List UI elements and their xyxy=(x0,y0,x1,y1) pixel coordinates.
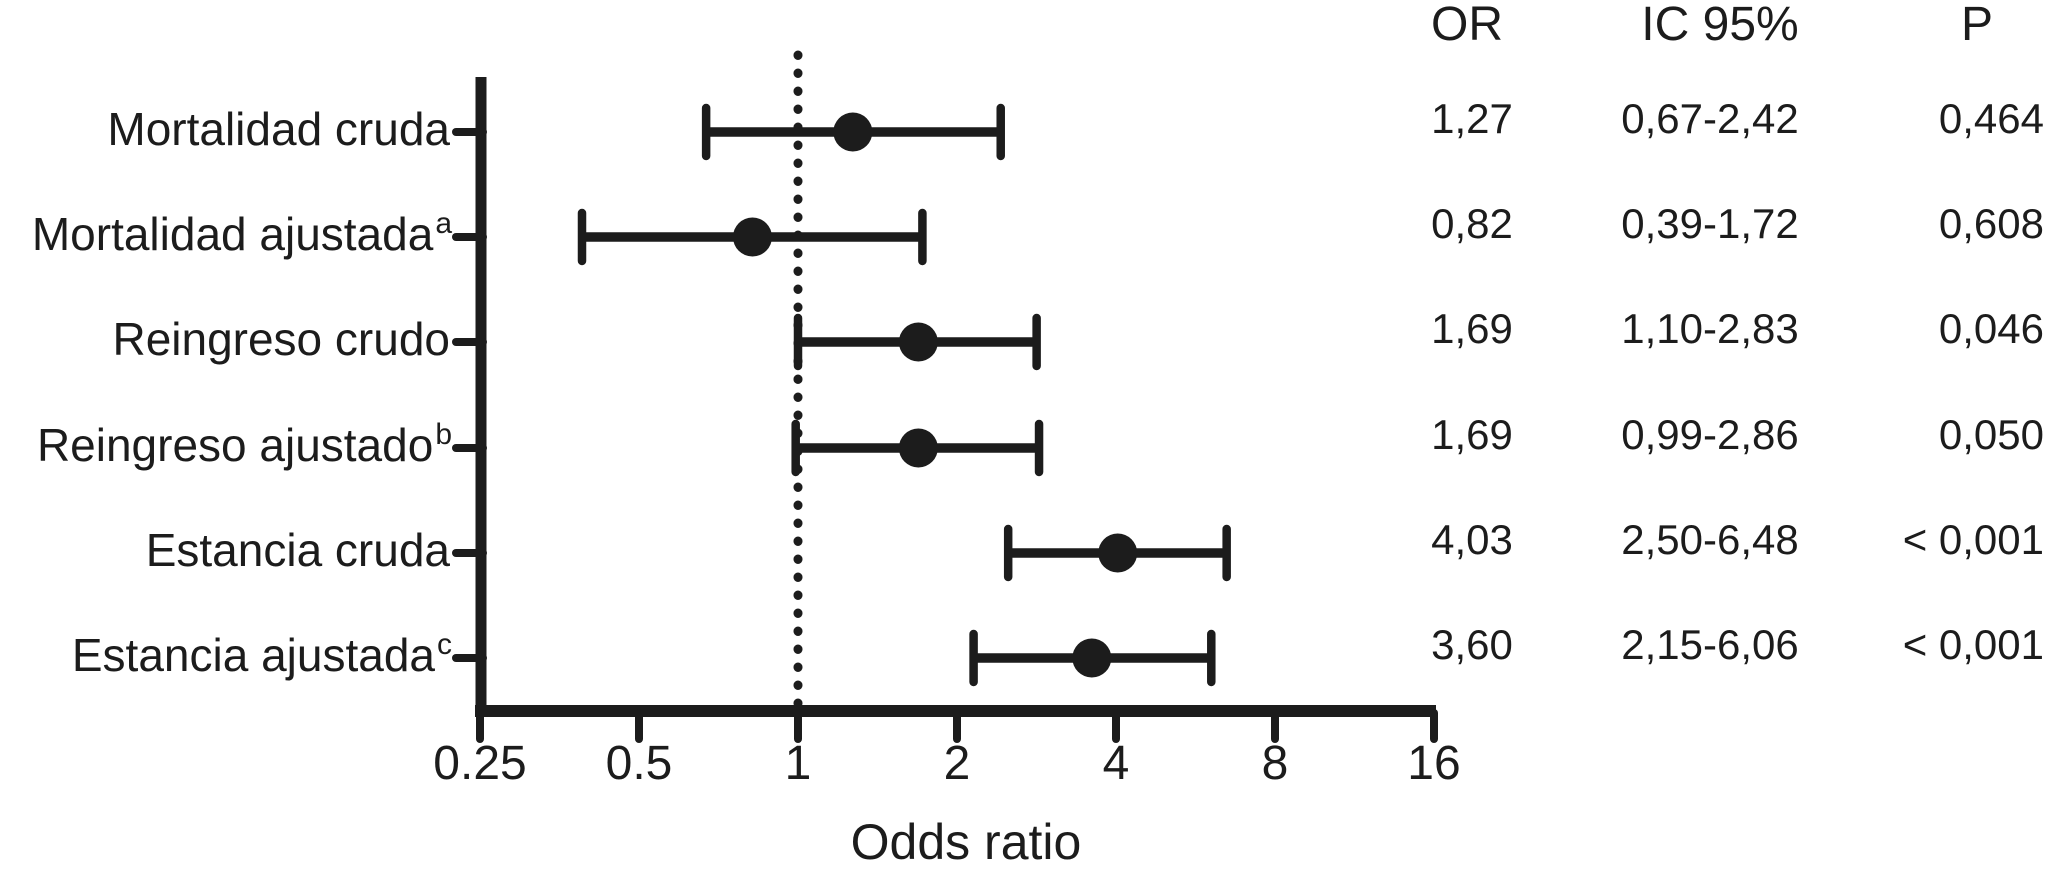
row-label-text: Mortalidad ajustada xyxy=(31,208,434,260)
column-header-or: OR xyxy=(1431,0,1503,51)
or-marker xyxy=(1098,533,1138,573)
or-marker xyxy=(1072,638,1112,678)
row-label-text: Reingreso crudo xyxy=(112,313,450,365)
forest-row xyxy=(793,313,1041,371)
table-cell-or: 4,03 xyxy=(1431,516,1513,563)
column-header-p: P xyxy=(1960,0,1993,51)
row-label: Estancia ajustadac xyxy=(71,628,452,686)
table-cell-p: 0,464 xyxy=(1938,95,2044,142)
row-label-text: Reingreso ajustado xyxy=(36,419,434,471)
table-cell-p: < 0,001 xyxy=(1902,621,2044,668)
row-label-superscript: c xyxy=(437,628,452,661)
row-label: Mortalidad cruda xyxy=(107,105,452,160)
table-cell-ic95: 0,39-1,72 xyxy=(1621,200,1799,247)
or-marker xyxy=(732,217,772,257)
column-header-ic95: IC 95% xyxy=(1641,0,1799,51)
x-axis-tick-label: 16 xyxy=(1407,737,1461,790)
table-cell-ic95: 0,67-2,42 xyxy=(1621,95,1799,142)
table-cell-or: 1,69 xyxy=(1431,411,1513,458)
x-axis-title: Odds ratio xyxy=(850,814,1082,870)
table-cell-or: 1,69 xyxy=(1431,305,1513,352)
x-axis-tick-label: 0.5 xyxy=(605,737,673,790)
row-label: Estancia cruda xyxy=(146,526,452,581)
table-cell-p: < 0,001 xyxy=(1902,516,2044,563)
forest-row xyxy=(701,103,1005,161)
forest-row xyxy=(577,208,927,266)
row-label-superscript: b xyxy=(435,418,452,451)
row-label-text: Estancia ajustada xyxy=(71,629,435,681)
table-cell-ic95: 2,15-6,06 xyxy=(1621,621,1799,668)
row-label: Reingreso crudo xyxy=(112,315,452,370)
or-marker xyxy=(898,322,938,362)
table-cell-ic95: 0,99-2,86 xyxy=(1621,411,1799,458)
table-cell-p: 0,608 xyxy=(1938,200,2044,247)
forest-row xyxy=(791,419,1044,477)
row-label-superscript: a xyxy=(435,207,452,240)
row-label-text: Estancia cruda xyxy=(145,524,450,576)
forest-row xyxy=(1003,524,1231,582)
row-label-text: Mortalidad cruda xyxy=(107,103,450,155)
x-axis-tick-label: 0.25 xyxy=(433,737,527,790)
row-label: Mortalidad ajustadaa xyxy=(31,207,452,265)
x-axis-tick-label: 1 xyxy=(784,737,812,790)
table-cell-or: 1,27 xyxy=(1431,95,1513,142)
x-axis-tick-label: 2 xyxy=(943,737,971,790)
table-cell-p: 0,046 xyxy=(1938,305,2044,352)
table-cell-or: 3,60 xyxy=(1431,621,1513,668)
x-axis-tick-label: 8 xyxy=(1261,737,1289,790)
row-label: Reingreso ajustadob xyxy=(36,418,452,476)
or-marker xyxy=(898,428,938,468)
x-axis-tick-label: 4 xyxy=(1102,737,1130,790)
table-cell-ic95: 1,10-2,83 xyxy=(1621,305,1799,352)
table-cell-or: 0,82 xyxy=(1431,200,1513,247)
table-cell-ic95: 2,50-6,48 xyxy=(1621,516,1799,563)
forest-row xyxy=(969,629,1216,687)
or-marker xyxy=(833,112,873,152)
table-cell-p: 0,050 xyxy=(1938,411,2044,458)
